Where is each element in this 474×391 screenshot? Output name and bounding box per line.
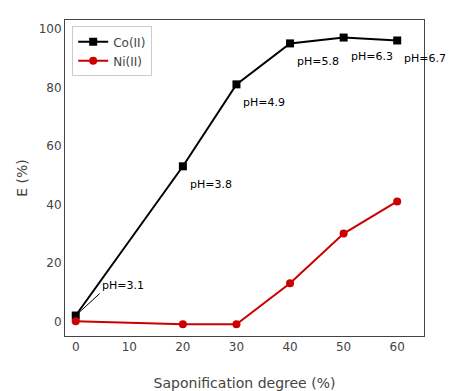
- svg-text:60: 60: [390, 340, 405, 354]
- svg-text:80: 80: [46, 81, 61, 95]
- svg-text:E (%): E (%): [14, 159, 30, 197]
- svg-text:Ni(II): Ni(II): [113, 55, 142, 69]
- svg-text:pH=6.3: pH=6.3: [351, 50, 393, 63]
- svg-text:50: 50: [336, 340, 351, 354]
- svg-text:Co(II): Co(II): [113, 36, 145, 50]
- svg-text:20: 20: [175, 340, 190, 354]
- svg-text:pH=3.1: pH=3.1: [102, 279, 144, 292]
- svg-text:Saponification degree (%): Saponification degree (%): [154, 375, 336, 391]
- svg-text:100: 100: [39, 22, 62, 36]
- svg-text:60: 60: [46, 139, 61, 153]
- svg-text:pH=4.9: pH=4.9: [243, 96, 285, 109]
- svg-text:pH=3.8: pH=3.8: [190, 178, 232, 191]
- svg-text:40: 40: [282, 340, 297, 354]
- svg-text:30: 30: [229, 340, 244, 354]
- svg-text:pH=6.7: pH=6.7: [404, 52, 446, 65]
- svg-text:10: 10: [122, 340, 137, 354]
- svg-text:0: 0: [54, 315, 62, 329]
- svg-text:40: 40: [46, 198, 61, 212]
- svg-text:0: 0: [72, 340, 80, 354]
- svg-text:20: 20: [46, 256, 61, 270]
- svg-text:pH=5.8: pH=5.8: [297, 55, 339, 68]
